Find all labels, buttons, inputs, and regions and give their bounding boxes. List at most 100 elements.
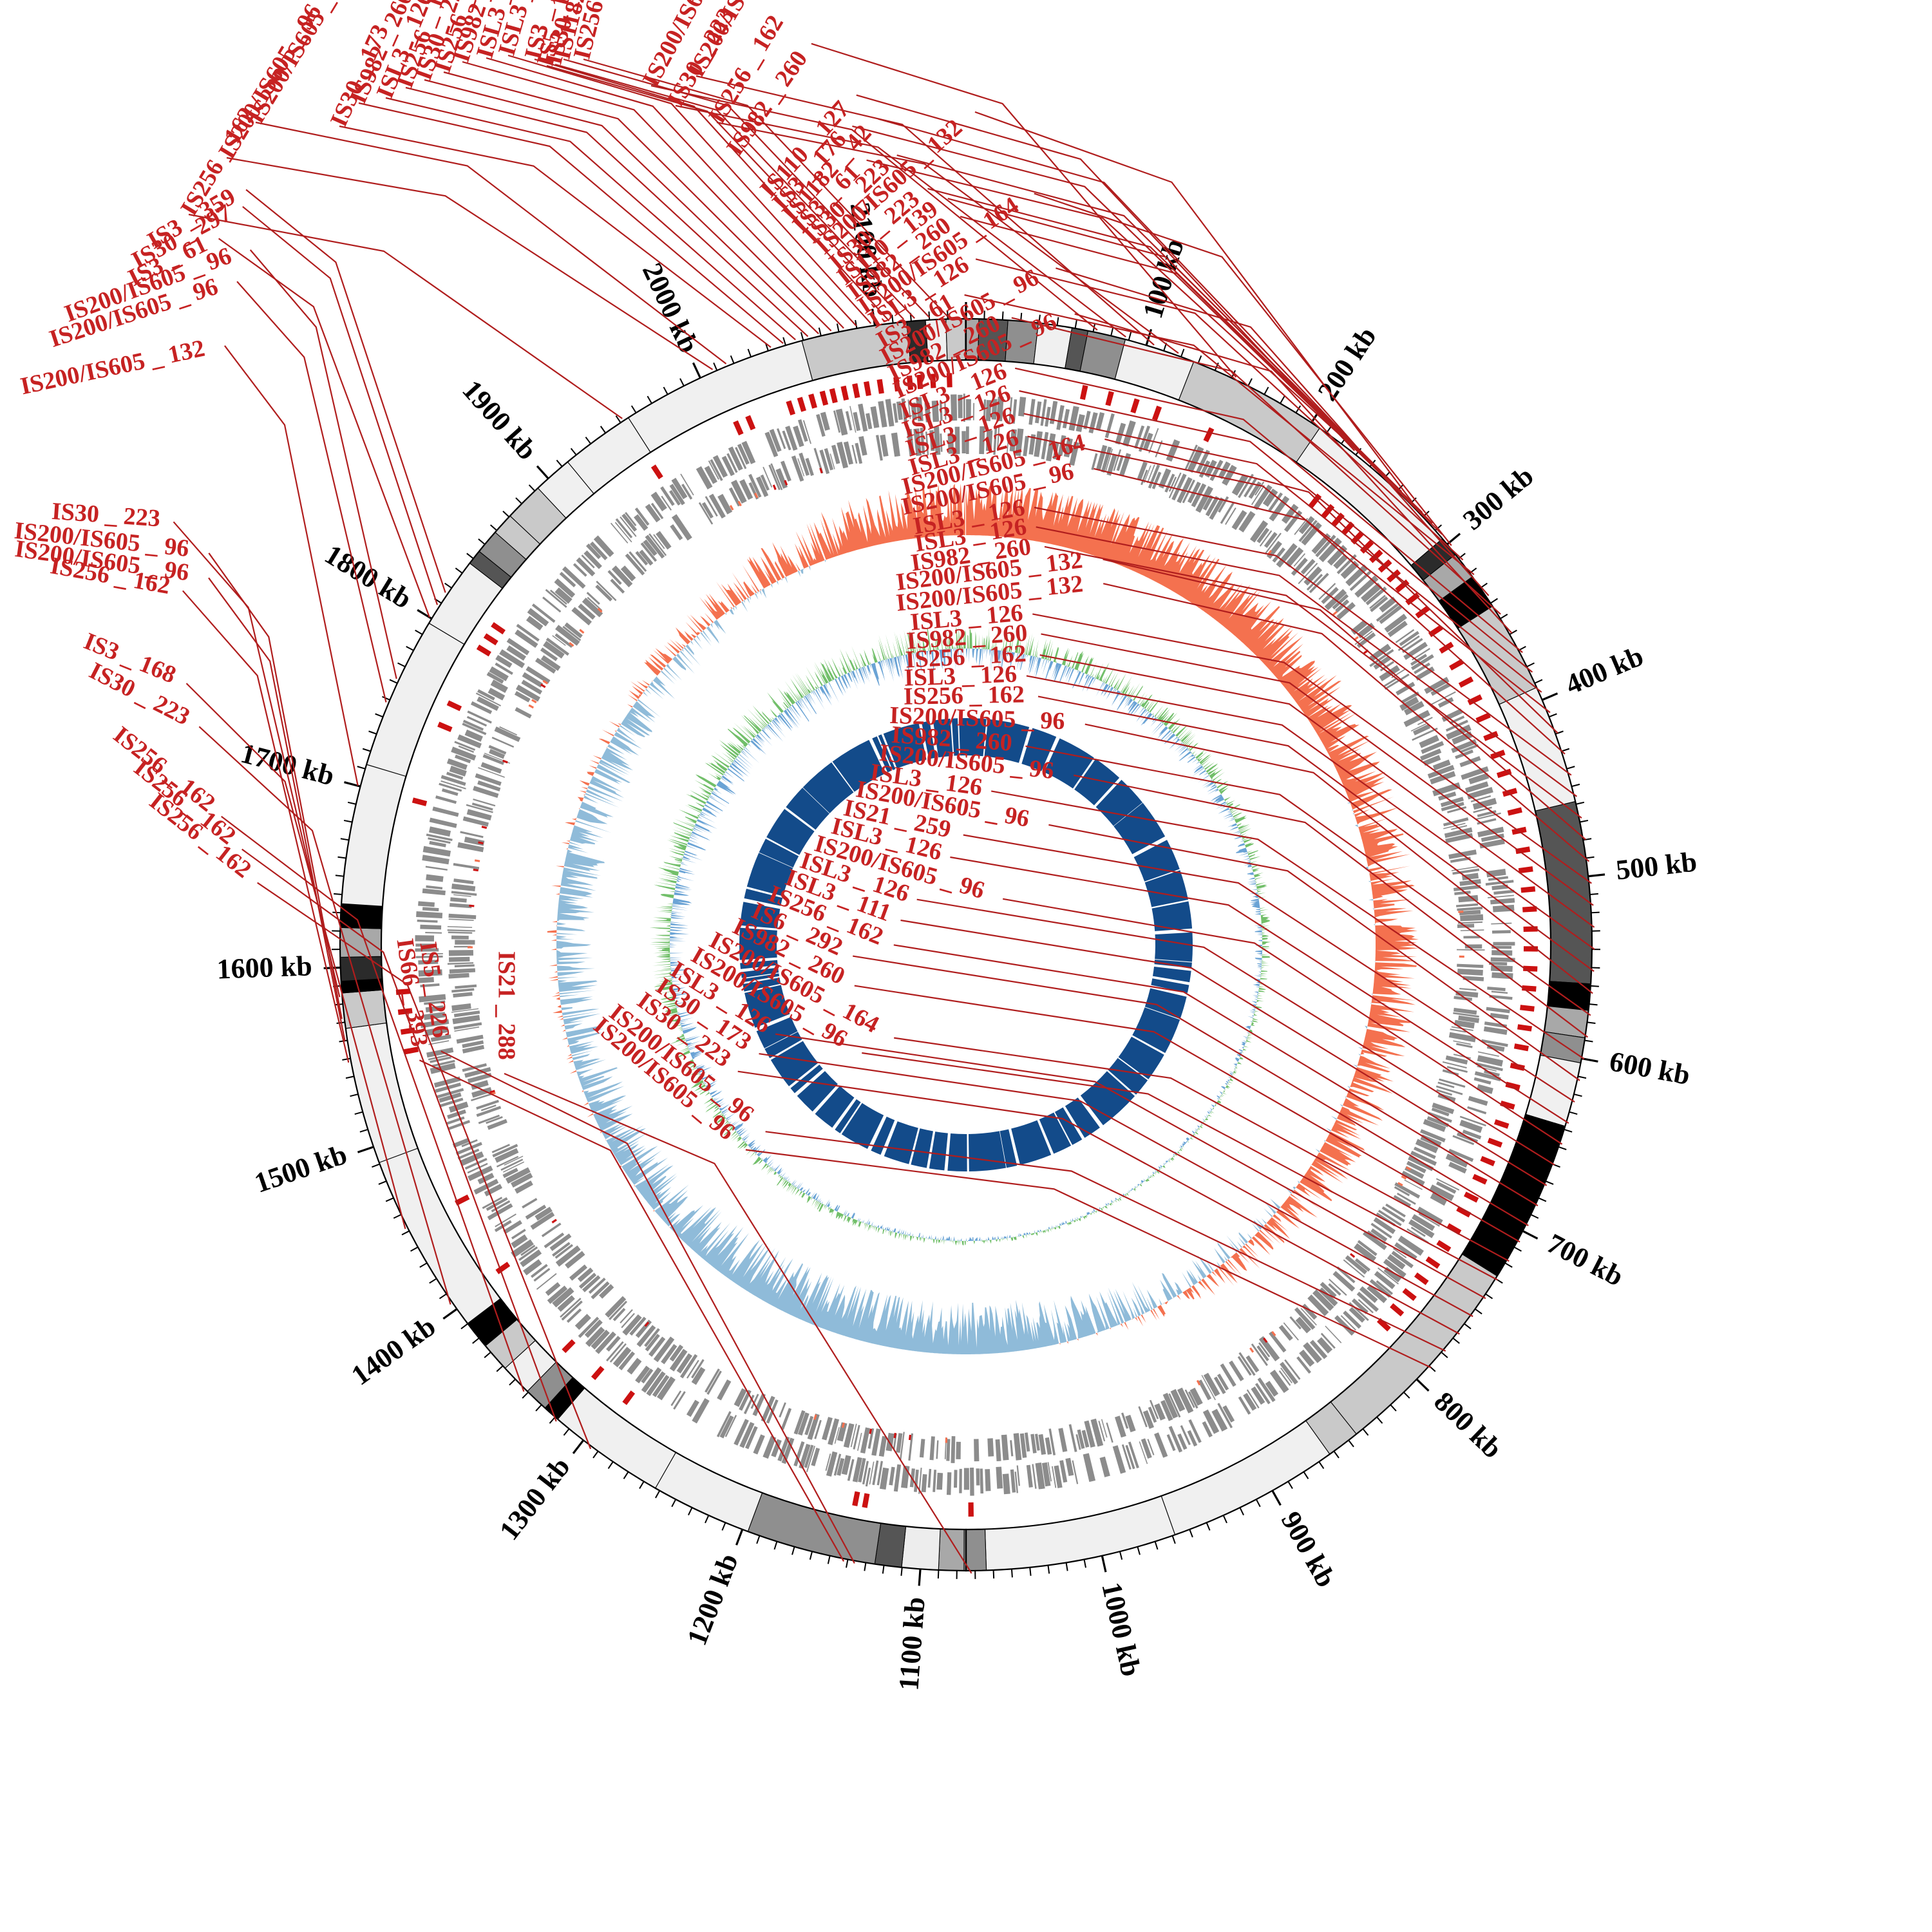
- is-label-leader-line: [1032, 613, 1592, 884]
- is-label-leader-line: [650, 84, 1098, 331]
- axis-tick-label: 700 kb: [1542, 1227, 1628, 1293]
- is-label-leader-line: [218, 238, 430, 618]
- is-label-leader-line: [675, 104, 1126, 337]
- is-label-leader-line: [765, 1131, 1446, 1352]
- is-label-leader-line: [1048, 824, 1580, 1081]
- axis-tick-label: 1600 kb: [216, 950, 313, 985]
- is-label-leader-line: [443, 71, 832, 332]
- is-label-leader-line: [1036, 526, 1578, 797]
- axis-tick-label: 1800 kb: [319, 538, 417, 615]
- is-label-leader-line: [854, 985, 1520, 1243]
- is-label-leader-line: [853, 955, 1529, 1227]
- is-label-leader-line: [916, 898, 1555, 1166]
- is-label-leader-line: [507, 54, 872, 324]
- is-label-leader-line: [255, 121, 727, 365]
- gene-track: [415, 393, 1515, 1496]
- is-label-leader-line: [1003, 898, 1563, 1145]
- is-label-leader-line: [419, 1059, 845, 1562]
- is-label-leader-line: [1014, 367, 1523, 653]
- is-label-leader-line: [950, 856, 1569, 1124]
- is-label-leader-line: [226, 156, 714, 370]
- leader-line-layer: [173, 43, 1595, 1574]
- is-label-leader-line: [583, 58, 949, 317]
- is-label-leader-line: [894, 1037, 1510, 1262]
- axis-tick-label: 500 kb: [1615, 846, 1699, 886]
- is-label-leader-line: [173, 521, 341, 998]
- is-label-leader-line: [242, 205, 439, 605]
- is-label-leader-line: [534, 58, 890, 322]
- axis-tick-label: 1400 kb: [346, 1311, 442, 1392]
- core-genome-ring-track: [739, 718, 1193, 1172]
- is-label-leader-line: [1034, 193, 1452, 546]
- is-label-leader-line: [339, 125, 772, 348]
- is-label-leader-line: [716, 121, 1179, 354]
- is-label-leader-line: [947, 198, 1433, 524]
- is-label-leader-line: [188, 213, 623, 419]
- is-label-leader-line: [1074, 774, 1589, 1038]
- is-label-leader-line: [960, 216, 1443, 535]
- axis-tick-label: 800 kb: [1428, 1385, 1508, 1464]
- is-label-leader-line: [563, 58, 930, 318]
- is-label-leader-line: [862, 1052, 1499, 1281]
- is-label-leader-line: [900, 919, 1548, 1186]
- is-label-leader-line: [1039, 654, 1595, 928]
- is-label-leader-line: [1026, 675, 1595, 950]
- is-label-leader-line: [975, 258, 1464, 561]
- is-label-leader-line: [1094, 468, 1566, 755]
- is-element-label: IS200/IS605 _ 96: [889, 702, 1065, 735]
- is-label-leader-line: [893, 944, 1539, 1207]
- axis-tick-label: 1900 kb: [456, 374, 543, 466]
- is-label-leader-line: [546, 64, 904, 320]
- is-label-leader-line: [737, 1070, 1460, 1335]
- is-element-label: IS200/IS605 _ 132: [18, 335, 207, 401]
- is-label-leader-line: [745, 1149, 1432, 1368]
- is-label-leader-line: [385, 97, 796, 341]
- is-label-leader-line: [852, 125, 1370, 463]
- is-label-leader-line: [358, 102, 784, 345]
- axis-tick-label: 400 kb: [1561, 640, 1648, 701]
- is-label-leader-line: [554, 63, 915, 319]
- axis-tick-label: 1200 kb: [681, 1549, 744, 1650]
- is-label-leader-line: [462, 61, 844, 329]
- axis-tick-label: 600 kb: [1607, 1045, 1692, 1091]
- is-label-leader-line: [1023, 413, 1542, 693]
- is-element-label: IS256 _ 162: [905, 640, 1027, 674]
- is-element-marker-track: [395, 373, 1538, 1517]
- is-label-leader-line: [198, 726, 451, 1305]
- axis-tick-label: 1300 kb: [493, 1451, 576, 1546]
- is-label-leader-line: [963, 834, 1575, 1103]
- karyotype-ruler-track: [339, 317, 1593, 1572]
- is-label-leader-line: [1037, 696, 1595, 972]
- axis-tick-label: 1700 kb: [238, 737, 338, 792]
- is-label-leader-line: [1074, 313, 1513, 634]
- is-label-leader-line: [696, 75, 1155, 346]
- is-label-leader-line: [440, 1050, 855, 1564]
- is-element-label: IS21 _ 288: [493, 951, 520, 1060]
- axis-tick-label: 200 kb: [1311, 321, 1382, 406]
- is-label-leader-line: [245, 189, 446, 593]
- is-label-leader-line: [1084, 723, 1593, 994]
- is-label-leader-line: [242, 848, 557, 1422]
- is-label-leader-line: [221, 815, 525, 1392]
- is-label-leader-line: [964, 294, 1475, 576]
- is-label-leader-line: [759, 1053, 1473, 1318]
- is-label-leader-line: [1103, 558, 1587, 840]
- is-label-leader-line: [1103, 583, 1590, 862]
- is-label-leader-line: [249, 249, 397, 679]
- is-label-leader-line: [405, 86, 809, 337]
- is-label-leader-line: [927, 187, 1423, 513]
- is-label-leader-line: [1027, 435, 1551, 714]
- is-label-leader-line: [208, 553, 343, 1019]
- is-label-leader-line: [257, 882, 592, 1450]
- is-label-leader-line: [991, 790, 1585, 1060]
- is-element-label: IS256 _ 162: [904, 681, 1025, 710]
- is-label-leader-line: [182, 590, 350, 1063]
- is-label-leader-line: [224, 345, 359, 786]
- is-label-leader-line: [1041, 633, 1594, 906]
- is-label-leader-line: [775, 1033, 1486, 1300]
- is-label-leader-line: [1034, 506, 1572, 776]
- is-label-leader-line: [486, 57, 857, 327]
